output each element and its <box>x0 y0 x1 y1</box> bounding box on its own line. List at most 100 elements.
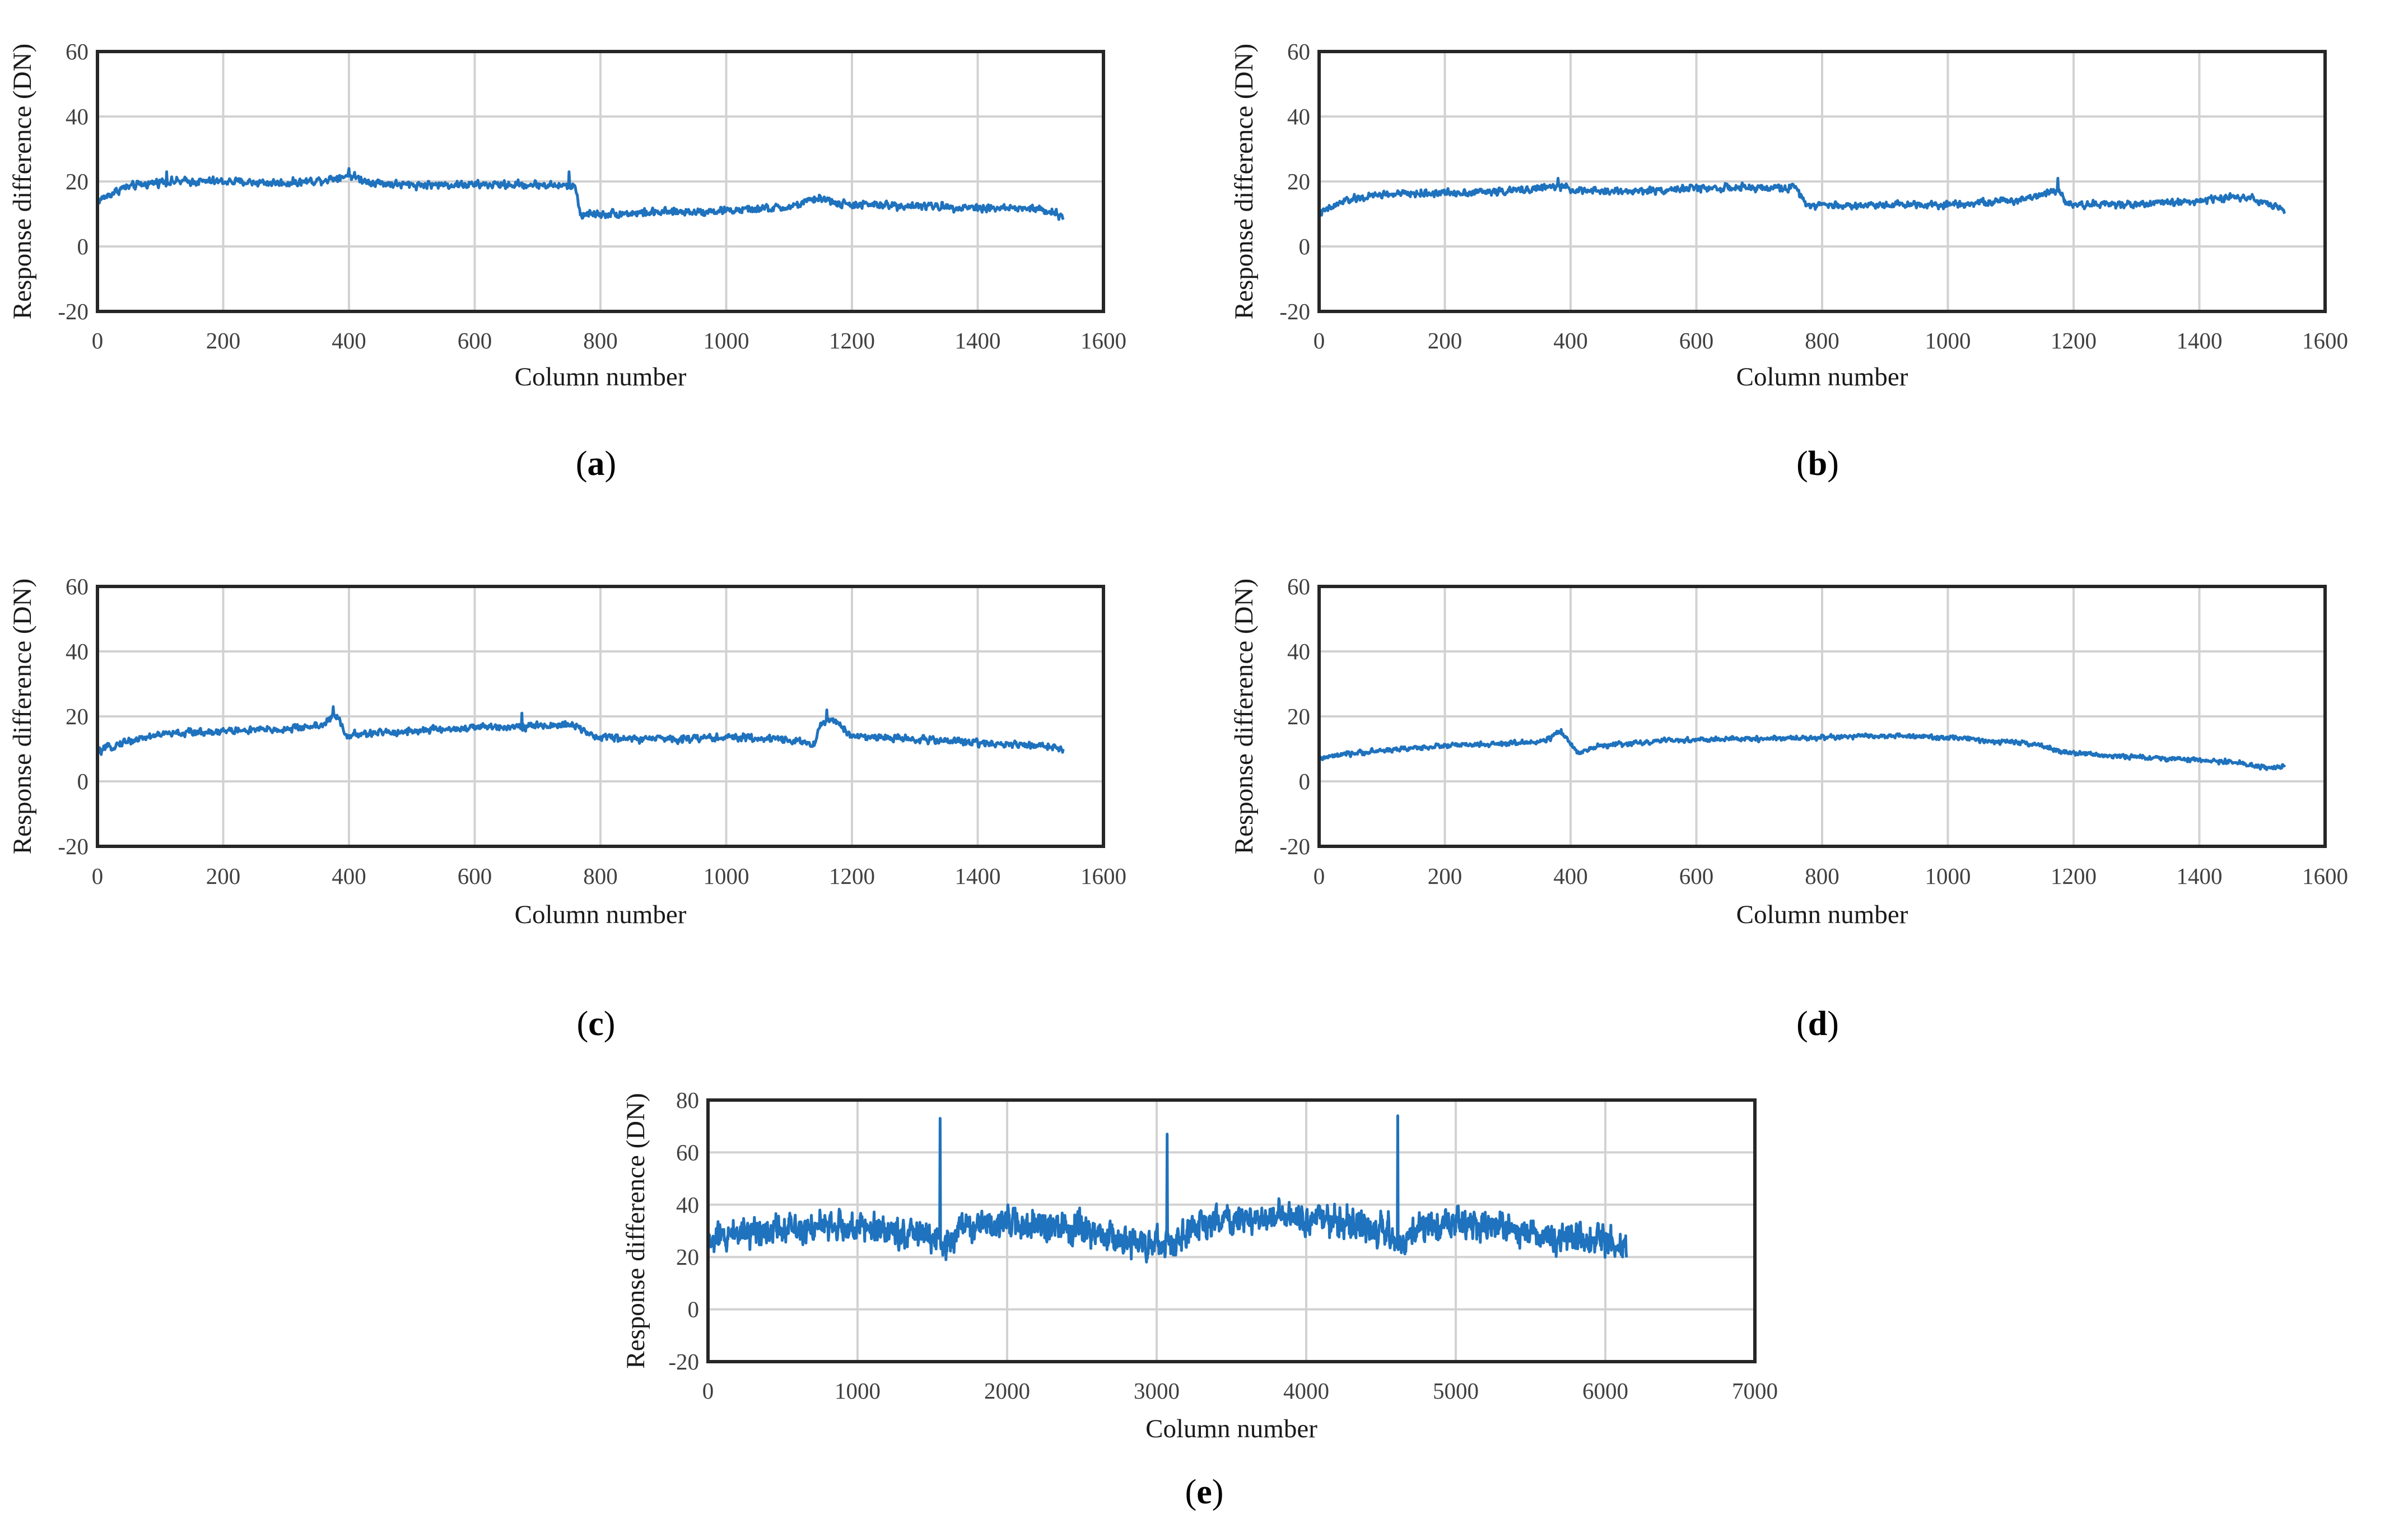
series-line <box>1319 728 2286 771</box>
x-tick-label: 200 <box>1428 863 1463 889</box>
x-tick-label: 1600 <box>1080 328 1126 353</box>
y-tick-label: -20 <box>1279 833 1310 859</box>
y-tick-label: 60 <box>66 39 89 64</box>
y-tick-label: 60 <box>1287 39 1310 64</box>
x-tick-label: 800 <box>1805 328 1839 353</box>
x-tick-label: 0 <box>1314 328 1325 353</box>
y-axis-label: Response difference (DN) <box>8 44 37 319</box>
y-axis-label: Response difference (DN) <box>621 1093 650 1368</box>
x-tick-label: 3000 <box>1134 1378 1180 1404</box>
x-axis-label: Column number <box>515 900 687 929</box>
x-tick-label: 800 <box>583 863 618 889</box>
caption-open: ( <box>1796 445 1808 483</box>
panel-d: 0 200 400 600 800 1000 1200 1400 1600-200204060C… <box>1229 574 2348 1043</box>
y-tick-label: 20 <box>66 704 89 729</box>
y-tick-label: -20 <box>1279 299 1310 324</box>
caption-close: ) <box>1212 1473 1224 1511</box>
panel-a: 0 200 400 600 800 1000 1200 1400 1600-200204060C… <box>8 39 1126 483</box>
y-tick-label: 0 <box>77 234 89 259</box>
x-tick-label: 6000 <box>1582 1378 1628 1404</box>
x-tick-label: 2000 <box>984 1378 1030 1404</box>
caption-letter: b <box>1808 445 1827 483</box>
x-tick-label: 200 <box>206 863 241 889</box>
caption-open: ( <box>1185 1473 1197 1511</box>
x-tick-label: 1200 <box>2051 863 2097 889</box>
x-tick-label: 400 <box>332 863 366 889</box>
y-tick-label: -20 <box>58 299 89 324</box>
x-tick-label: 1400 <box>955 863 1001 889</box>
panel-caption: (d) <box>1796 1005 1839 1043</box>
x-tick-label: 4000 <box>1283 1378 1329 1404</box>
y-tick-label: 40 <box>1287 639 1310 664</box>
x-tick-label: 1600 <box>2302 328 2348 353</box>
y-tick-label: 60 <box>1287 574 1310 599</box>
y-axis-label: Response difference (DN) <box>1229 44 1259 319</box>
caption-close: ) <box>605 445 617 483</box>
y-tick-label: 0 <box>1299 234 1311 259</box>
x-axis-label: Column number <box>1736 362 1908 392</box>
y-axis-label: Response difference (DN) <box>1229 579 1259 854</box>
x-tick-label: 1600 <box>2302 863 2348 889</box>
x-axis-label: Column number <box>1736 900 1908 929</box>
series-line <box>706 1114 1628 1264</box>
x-tick-label: 600 <box>458 863 492 889</box>
panel-b: 0 200 400 600 800 1000 1200 1400 1600-200204060C… <box>1229 39 2348 483</box>
y-tick-label: 60 <box>676 1139 699 1165</box>
x-tick-label: 7000 <box>1732 1378 1778 1404</box>
caption-close: ) <box>1827 1005 1839 1043</box>
y-tick-label: 0 <box>1299 768 1311 794</box>
y-tick-label: -20 <box>668 1349 699 1375</box>
y-axis-label: Response difference (DN) <box>8 579 37 854</box>
y-tick-label: 20 <box>676 1244 699 1270</box>
panel-caption: (c) <box>577 1005 616 1043</box>
x-tick-label: 1600 <box>1080 863 1126 889</box>
x-tick-label: 800 <box>583 328 618 353</box>
caption-letter: d <box>1808 1005 1827 1043</box>
y-tick-label: 40 <box>66 104 89 129</box>
caption-open: ( <box>1796 1005 1808 1043</box>
x-tick-label: 400 <box>1553 863 1588 889</box>
plot-frame <box>1317 50 2327 313</box>
x-axis-label: Column number <box>515 362 687 392</box>
panel-caption: (b) <box>1796 445 1839 483</box>
x-tick-label: 600 <box>1679 328 1714 353</box>
y-tick-label: 0 <box>77 768 89 794</box>
x-tick-label: 600 <box>458 328 492 353</box>
x-tick-label: 5000 <box>1433 1378 1479 1404</box>
caption-letter: c <box>588 1005 604 1043</box>
x-tick-label: 0 <box>92 863 104 889</box>
x-tick-label: 1400 <box>2177 863 2223 889</box>
x-tick-label: 1000 <box>1925 863 1971 889</box>
panel-caption: (a) <box>576 445 616 483</box>
y-tick-label: 20 <box>66 169 89 194</box>
y-tick-label: -20 <box>58 833 89 859</box>
x-tick-label: 0 <box>92 328 104 353</box>
x-tick-label: 1200 <box>829 328 875 353</box>
x-axis-label: Column number <box>1145 1414 1317 1443</box>
x-tick-label: 800 <box>1805 863 1839 889</box>
y-tick-label: 60 <box>66 574 89 599</box>
plot-frame <box>1317 585 2327 848</box>
x-tick-label: 0 <box>702 1378 714 1404</box>
x-tick-label: 200 <box>206 328 241 353</box>
x-tick-label: 1400 <box>2177 328 2223 353</box>
caption-open: ( <box>577 1005 589 1043</box>
y-tick-label: 0 <box>688 1297 700 1322</box>
y-tick-label: 80 <box>676 1087 699 1113</box>
series-line <box>96 705 1065 756</box>
caption-letter: a <box>588 445 605 483</box>
series-line <box>97 167 1065 221</box>
y-tick-label: 20 <box>1287 704 1310 729</box>
x-tick-label: 1000 <box>704 863 749 889</box>
caption-close: ) <box>604 1005 616 1043</box>
x-tick-label: 1200 <box>2051 328 2097 353</box>
x-tick-label: 1000 <box>835 1378 881 1404</box>
x-tick-label: 200 <box>1428 328 1463 353</box>
panel-caption: (e) <box>1185 1473 1224 1511</box>
y-tick-label: 40 <box>676 1192 699 1218</box>
y-tick-label: 20 <box>1287 169 1310 194</box>
caption-close: ) <box>1827 445 1839 483</box>
x-tick-label: 0 <box>1314 863 1325 889</box>
x-tick-label: 400 <box>332 328 366 353</box>
